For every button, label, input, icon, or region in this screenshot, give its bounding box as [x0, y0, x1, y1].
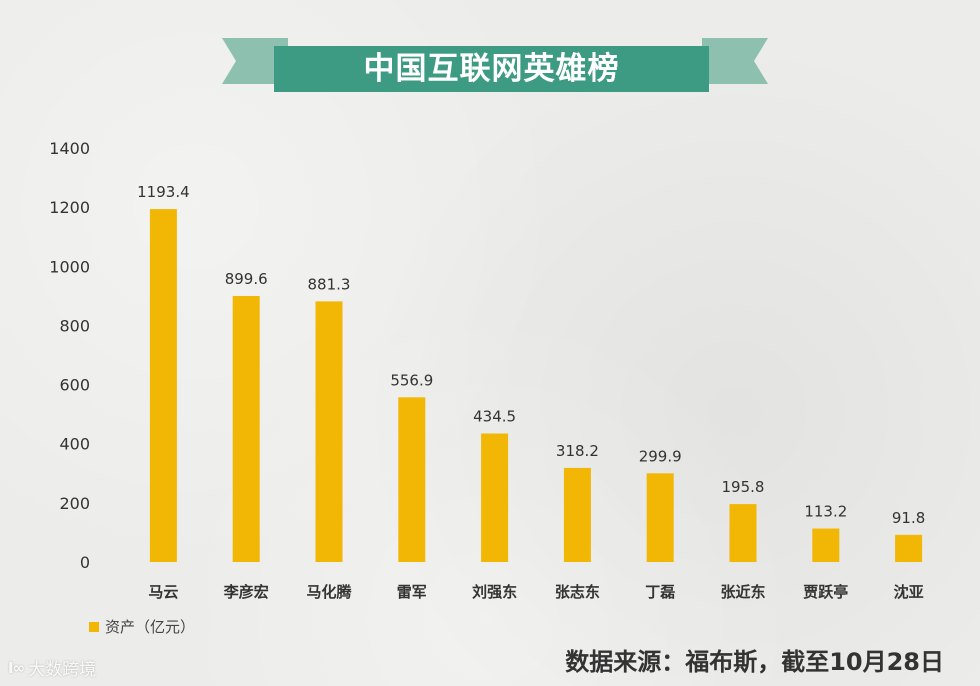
y-tick-label: 600	[59, 376, 90, 395]
watermark-text: 大数跨境	[28, 660, 97, 680]
x-tick-label: 马化腾	[306, 583, 352, 601]
x-tick-label: 刘强东	[472, 583, 517, 601]
y-tick-label: 1400	[49, 139, 90, 158]
bar	[812, 528, 840, 562]
bar	[729, 504, 757, 562]
data-label: 881.3	[308, 275, 351, 293]
bar	[895, 534, 923, 562]
x-tick-label: 张近东	[720, 583, 765, 601]
data-label: 899.6	[225, 270, 268, 288]
x-tick-label: 沈亚	[894, 583, 924, 601]
data-label: 195.8	[722, 478, 765, 496]
title-ribbon: 中国互联网英雄榜	[222, 38, 768, 94]
watermark: I∞ 大数跨境	[8, 655, 97, 681]
watermark-logo-icon: I∞	[8, 658, 25, 677]
bar	[149, 209, 177, 562]
x-tick-label: 张志东	[555, 583, 600, 601]
y-tick-label: 1200	[49, 198, 90, 217]
data-label: 1193.4	[137, 183, 190, 201]
y-tick-label: 200	[59, 494, 90, 513]
bar	[646, 473, 674, 562]
data-label: 318.2	[556, 442, 599, 460]
data-label: 113.2	[804, 503, 847, 521]
x-tick-label: 雷军	[397, 583, 427, 601]
y-tick-label: 800	[59, 316, 90, 335]
y-tick-label: 400	[59, 435, 90, 454]
x-tick-label: 贾跃亭	[803, 583, 848, 601]
legend: 资产（亿元）	[89, 616, 195, 637]
legend-swatch	[89, 621, 99, 632]
bar	[481, 433, 509, 562]
x-tick-label: 李彦宏	[223, 583, 269, 601]
bar	[232, 295, 260, 562]
data-label: 556.9	[390, 371, 433, 389]
data-label: 91.8	[892, 509, 925, 527]
chart-title: 中国互联网英雄榜	[363, 51, 620, 87]
y-tick-label: 1000	[49, 257, 90, 276]
data-label: 434.5	[473, 408, 516, 426]
bar	[398, 397, 426, 562]
x-tick-label: 马云	[148, 583, 178, 601]
x-tick-label: 丁磊	[645, 583, 675, 601]
bar	[315, 301, 343, 562]
data-label: 299.9	[639, 447, 682, 465]
y-tick-label: 0	[80, 553, 90, 572]
data-source-note: 数据来源：福布斯，截至10月28日	[565, 648, 944, 676]
legend-label: 资产（亿元）	[105, 618, 196, 636]
bar	[563, 467, 591, 562]
ribbon-shape	[222, 38, 768, 92]
